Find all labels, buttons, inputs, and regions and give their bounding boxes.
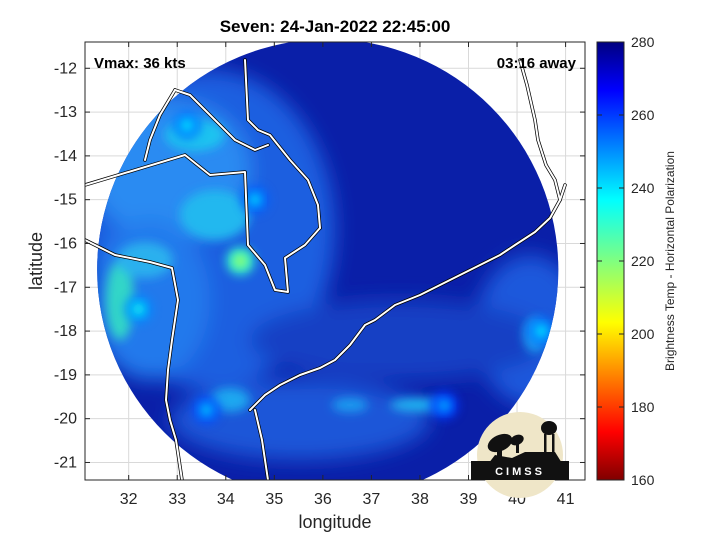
- coastlines: [85, 58, 567, 480]
- y-tick-label: -21: [54, 454, 77, 471]
- colorbar-tick-label: 240: [631, 180, 655, 196]
- colorbar: 160 180 200 220 240 260 280 Brightness Temp - …: [596, 34, 677, 488]
- chart-title: Seven: 24-Jan-2022 22:45:00: [220, 17, 451, 36]
- x-tick-label: 36: [314, 491, 332, 508]
- warm-center-core: [438, 399, 451, 412]
- cimss-logo: CIMSS: [471, 412, 569, 498]
- logo-text: CIMSS: [495, 466, 545, 478]
- warm-centers: [124, 111, 556, 424]
- warm-center: [430, 391, 459, 420]
- x-tick-label: 39: [460, 491, 478, 508]
- vmax-annotation: Vmax: 36 kts: [94, 55, 186, 72]
- x-tick-label: 37: [363, 491, 381, 508]
- colorbar-tick-label: 220: [631, 253, 655, 269]
- colorbar-tick-label: 200: [631, 326, 655, 342]
- time-away-annotation: 03:16 away: [497, 55, 577, 72]
- colorbar-tick-label: 160: [631, 472, 655, 488]
- axis-ticks: [85, 42, 585, 480]
- warm-center-core: [132, 303, 145, 316]
- y-tick-label: -17: [54, 279, 77, 296]
- x-tick-label: 41: [557, 491, 575, 508]
- x-axis-label: longitude: [298, 512, 371, 532]
- colorbar-tick-label: 260: [631, 107, 655, 123]
- warm-center: [124, 295, 153, 324]
- y-tick-label: -15: [54, 192, 77, 209]
- colorbar-ticks: 160 180 200 220 240 260 280: [597, 34, 655, 488]
- x-tick-label: 35: [265, 491, 283, 508]
- y-tick-label: -14: [54, 148, 77, 165]
- axes-box: [84, 41, 586, 481]
- warm-center: [172, 111, 201, 140]
- x-tick-labels: 32 33 34 35 36 37 38 39 40 41: [120, 491, 575, 508]
- warm-center-core: [234, 255, 247, 267]
- warm-center: [192, 395, 221, 424]
- logo-band: [471, 461, 569, 480]
- warm-center-core: [248, 193, 261, 206]
- x-tick-label: 33: [168, 491, 186, 508]
- y-axis-label: latitude: [26, 232, 46, 290]
- y-tick-label: -13: [54, 104, 77, 121]
- x-tick-label: 32: [120, 491, 138, 508]
- brightness-temp-swath: [97, 42, 559, 480]
- y-tick-label: -19: [54, 367, 77, 384]
- y-tick-labels: -12 -13 -14 -15 -16 -17 -18 -19 -20 -21: [54, 60, 77, 471]
- x-tick-label: 34: [217, 491, 235, 508]
- y-tick-label: -18: [54, 323, 77, 340]
- y-tick-label: -12: [54, 60, 77, 77]
- warm-center: [226, 247, 255, 275]
- y-tick-label: -20: [54, 411, 77, 428]
- warm-center-core: [535, 325, 548, 338]
- colorbar-tick-label: 280: [631, 34, 655, 50]
- x-tick-label: 38: [411, 491, 429, 508]
- warm-center-core: [180, 119, 193, 132]
- colorbar-label: Brightness Temp - Horizontal Polarizatio…: [663, 151, 677, 371]
- colorbar-tick-label: 180: [631, 399, 655, 415]
- warm-center-core: [200, 403, 213, 416]
- y-tick-label: -16: [54, 235, 77, 252]
